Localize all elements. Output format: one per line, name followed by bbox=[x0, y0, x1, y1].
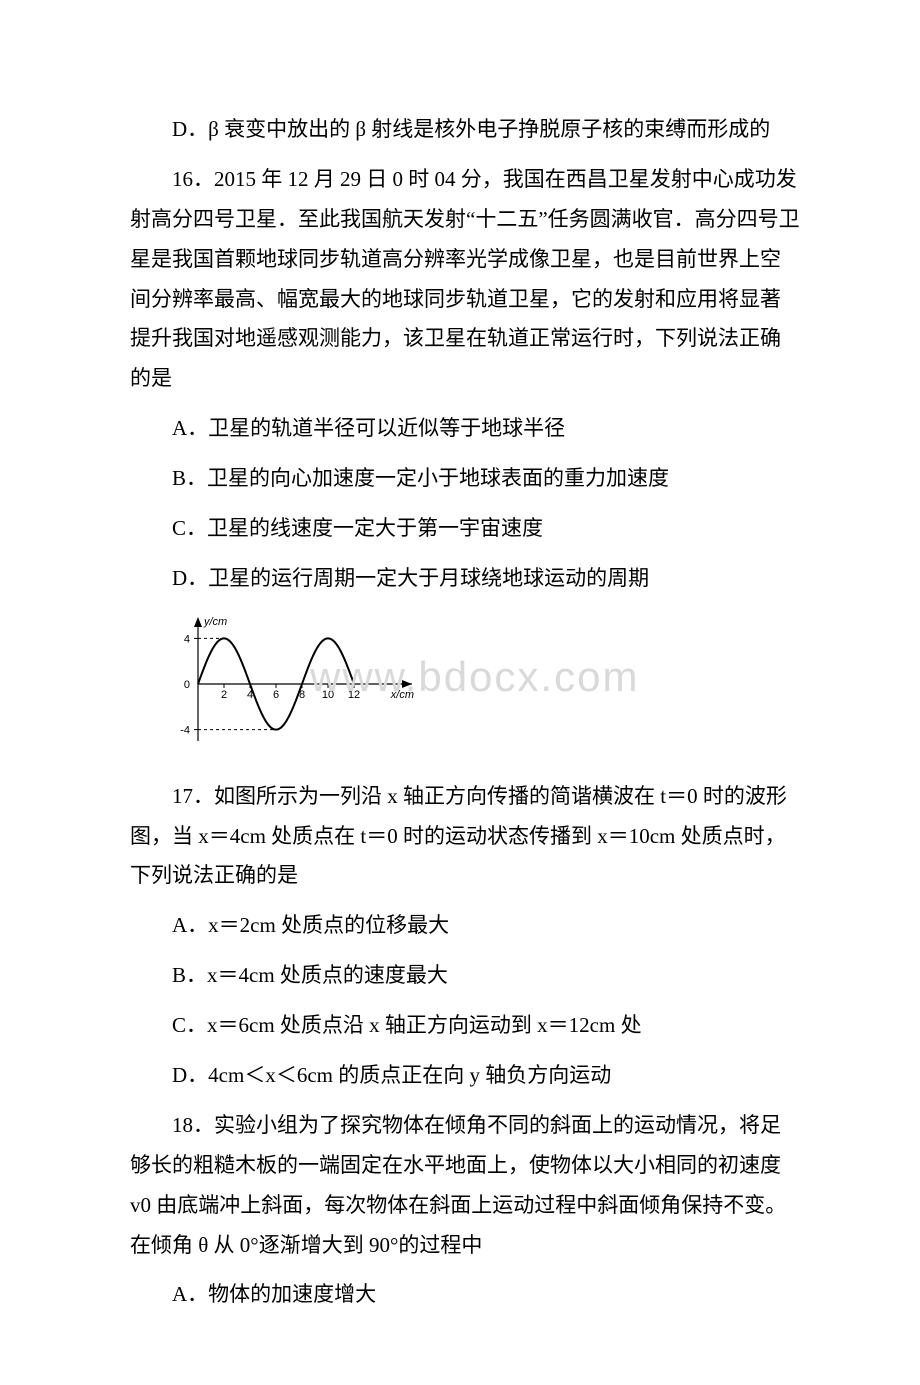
q15-option-d: D．β 衰变中放出的 β 射线是核外电子挣脱原子核的束缚而形成的 bbox=[130, 110, 800, 150]
q17-option-b: B．x＝4cm 处质点的速度最大 bbox=[130, 956, 800, 996]
svg-text:y/cm: y/cm bbox=[203, 616, 227, 628]
q16-stem: 16．2015 年 12 月 29 日 0 时 04 分，我国在西昌卫星发射中心… bbox=[130, 160, 800, 399]
wave-figure-container: www.bdocx.com -44024681012y/cmx/cm bbox=[170, 609, 800, 773]
svg-text:-4: -4 bbox=[180, 724, 190, 736]
q17-option-c: C．x＝6cm 处质点沿 x 轴正方向运动到 x＝12cm 处 bbox=[130, 1006, 800, 1046]
q16-option-a: A．卫星的轨道半径可以近似等于地球半径 bbox=[130, 409, 800, 449]
svg-text:12: 12 bbox=[348, 689, 360, 701]
q17-option-d: D．4cm＜x＜6cm 的质点正在向 y 轴负方向运动 bbox=[130, 1056, 800, 1096]
svg-text:10: 10 bbox=[322, 689, 334, 701]
q18-option-a: A．物体的加速度增大 bbox=[130, 1275, 800, 1315]
q16-option-c: C．卫星的线速度一定大于第一宇宙速度 bbox=[130, 509, 800, 549]
svg-text:6: 6 bbox=[273, 689, 279, 701]
svg-text:4: 4 bbox=[184, 633, 190, 645]
q16-option-b: B．卫星的向心加速度一定小于地球表面的重力加速度 bbox=[130, 459, 800, 499]
q17-stem: 17．如图所示为一列沿 x 轴正方向传播的简谐横波在 t＝0 时的波形图，当 x… bbox=[130, 777, 800, 897]
svg-text:0: 0 bbox=[184, 679, 190, 691]
svg-text:2: 2 bbox=[221, 689, 227, 701]
q18-stem: 18．实验小组为了探究物体在倾角不同的斜面上的运动情况，将足够长的粗糙木板的一端… bbox=[130, 1106, 800, 1266]
q16-option-d: D．卫星的运行周期一定大于月球绕地球运动的周期 bbox=[130, 559, 800, 599]
q17-option-a: A．x＝2cm 处质点的位移最大 bbox=[130, 906, 800, 946]
wave-figure: -44024681012y/cmx/cm bbox=[170, 609, 420, 759]
svg-text:x/cm: x/cm bbox=[390, 689, 414, 701]
